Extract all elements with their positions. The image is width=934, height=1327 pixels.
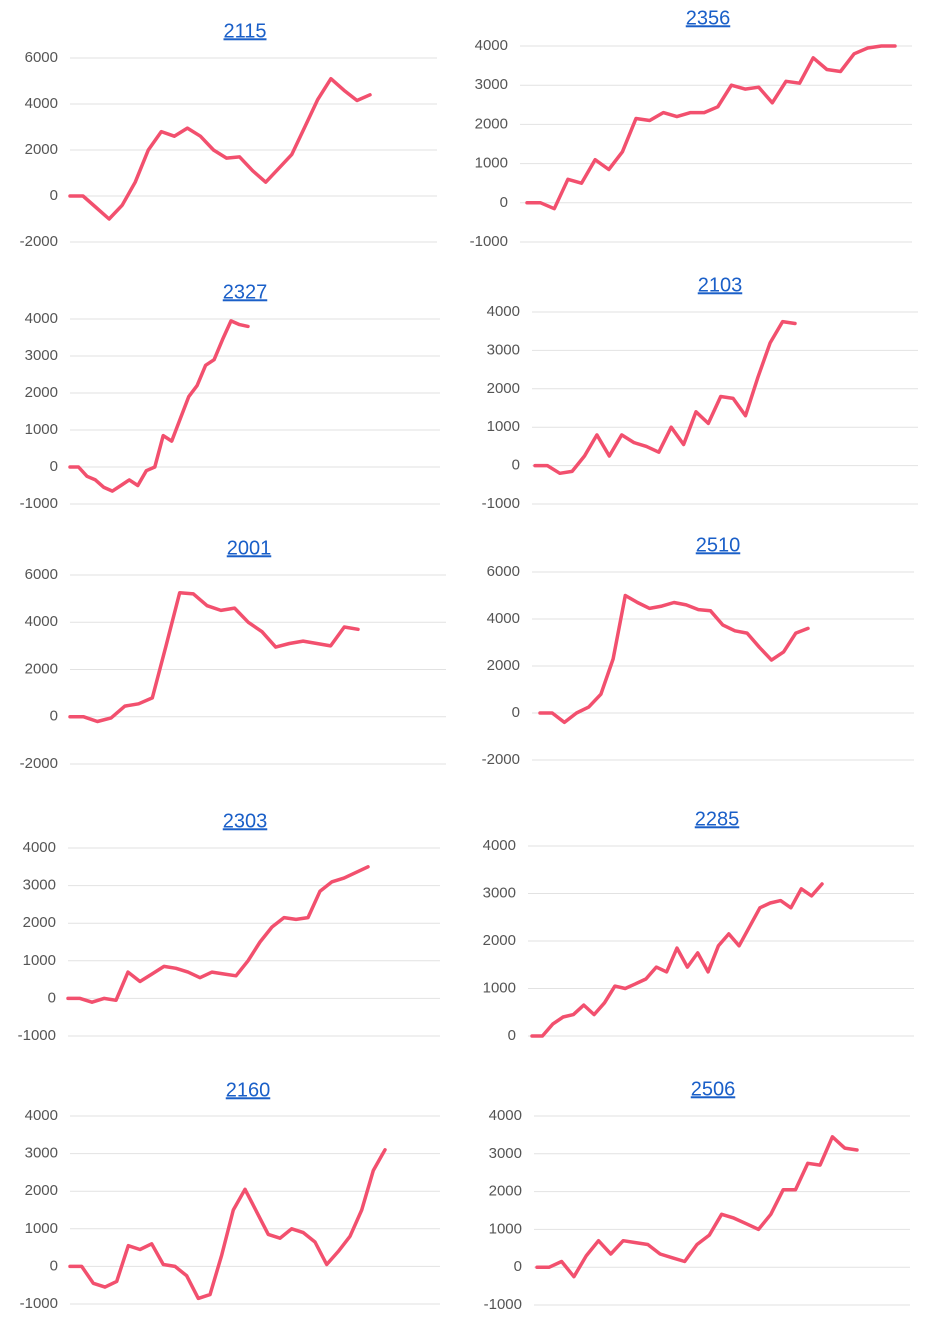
y-tick-label: 2000 [25,660,58,677]
y-tick-label: 2000 [483,932,516,949]
y-tick-label: 4000 [25,613,58,630]
y-tick-label: 3000 [25,347,58,364]
y-tick-label: 4000 [25,1107,58,1124]
y-tick-label: 1000 [489,1220,522,1237]
data-line [68,76,372,221]
y-tick-label: 3000 [475,76,508,93]
y-tick-label: 4000 [489,1107,522,1124]
y-tick-label: 2000 [487,380,520,397]
y-tick-label: 0 [50,187,58,204]
y-tick-label: 0 [512,704,520,721]
y-tick-label: 0 [50,1257,58,1274]
chart-title[interactable]: 2115 [223,20,266,42]
data-line [525,44,897,211]
chart-title[interactable]: 2327 [223,281,268,303]
y-tick-label: -1000 [20,495,58,512]
chart-title[interactable]: 2160 [226,1079,271,1101]
y-tick-label: 1000 [23,952,56,969]
y-tick-label: 4000 [483,837,516,854]
y-tick-label: 4000 [487,303,520,320]
y-tick-label: 2000 [23,914,56,931]
chart-title[interactable]: 2356 [686,7,731,29]
y-tick-label: -2000 [20,233,58,250]
y-tick-label: -1000 [484,1296,522,1313]
y-tick-label: -1000 [470,233,508,250]
chart-title[interactable]: 2510 [696,534,741,556]
data-line [530,882,824,1038]
y-tick-label: 4000 [475,37,508,54]
y-tick-label: 1000 [487,418,520,435]
data-line [66,865,370,1004]
y-tick-label: -2000 [482,751,520,768]
y-tick-label: 0 [500,194,508,211]
y-tick-label: 1000 [483,979,516,996]
y-tick-label: -1000 [482,495,520,512]
y-tick-label: 2000 [487,657,520,674]
y-tick-label: 3000 [25,1145,58,1162]
y-tick-label: -1000 [18,1027,56,1044]
y-tick-label: 2000 [25,141,58,158]
y-tick-label: 3000 [489,1145,522,1162]
y-tick-label: 0 [512,457,520,474]
y-tick-label: 4000 [25,95,58,112]
y-tick-label: 4000 [25,310,58,327]
y-tick-label: 1000 [25,1220,58,1237]
y-tick-label: 6000 [25,566,58,583]
y-tick-label: 2000 [489,1183,522,1200]
data-line [68,319,250,493]
data-line [68,590,360,724]
data-line [535,1135,859,1279]
y-tick-label: 1000 [25,421,58,438]
chart-title[interactable]: 2103 [698,274,743,296]
chart-title[interactable]: 2303 [223,810,268,832]
data-line [68,1148,387,1301]
y-tick-label: 0 [50,708,58,725]
y-tick-label: 3000 [483,884,516,901]
y-tick-label: 0 [50,458,58,475]
data-line [533,319,797,476]
y-tick-label: 1000 [475,155,508,172]
y-tick-label: 6000 [25,49,58,66]
y-tick-label: 0 [508,1027,516,1044]
y-tick-label: 2000 [25,1182,58,1199]
y-tick-label: 3000 [23,877,56,894]
chart-title[interactable]: 2506 [691,1078,736,1100]
chart-title[interactable]: 2001 [227,537,272,559]
y-tick-label: 3000 [487,341,520,358]
y-tick-label: -1000 [20,1295,58,1312]
y-tick-label: 4000 [487,610,520,627]
chart-title[interactable]: 2285 [695,808,740,830]
y-tick-label: 4000 [23,839,56,856]
y-tick-label: 2000 [475,115,508,132]
y-tick-label: -2000 [20,755,58,772]
y-tick-label: 2000 [25,384,58,401]
y-tick-label: 0 [48,989,56,1006]
y-tick-label: 6000 [487,563,520,580]
data-line [538,593,810,725]
y-tick-label: 0 [514,1258,522,1275]
